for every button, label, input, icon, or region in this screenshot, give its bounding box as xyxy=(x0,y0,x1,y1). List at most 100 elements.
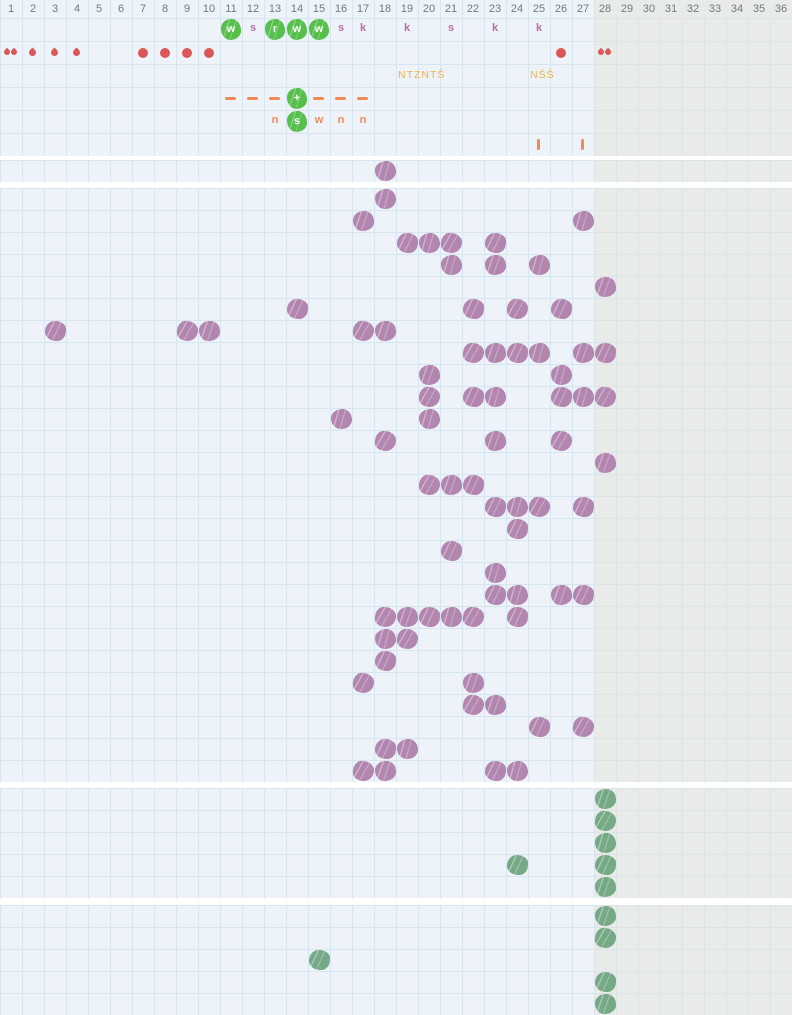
column-header-27: 27 xyxy=(576,3,590,15)
dash-mark xyxy=(335,97,346,100)
badge-w: w xyxy=(286,18,308,41)
purple-marker xyxy=(374,738,397,760)
greyed-columns-overlay xyxy=(594,0,792,18)
purple-marker xyxy=(572,385,595,409)
purple-marker xyxy=(550,298,573,320)
purple-marker xyxy=(440,253,463,277)
purple-marker xyxy=(527,495,552,519)
red-droplet-icon xyxy=(49,47,60,58)
purple-marker xyxy=(462,298,485,320)
greyed-columns-overlay xyxy=(594,160,792,182)
green-marker xyxy=(308,949,331,971)
red-dot-icon xyxy=(160,48,170,58)
main-marker-band xyxy=(0,187,792,783)
letter-mark-s: s xyxy=(249,22,257,34)
purple-marker xyxy=(418,364,441,386)
greyed-columns-overlay xyxy=(594,188,792,782)
purple-marker xyxy=(396,232,419,254)
letter-mark-n: n xyxy=(359,114,367,126)
column-header-7: 7 xyxy=(139,3,147,15)
column-header-29: 29 xyxy=(620,3,634,15)
purple-marker xyxy=(374,760,397,782)
red-droplet-icon xyxy=(27,47,38,58)
green-marker xyxy=(506,854,529,876)
badge-r: r xyxy=(264,18,286,41)
column-header-17: 17 xyxy=(356,3,370,15)
purple-marker xyxy=(440,605,463,629)
purple-marker xyxy=(417,385,442,409)
purple-marker xyxy=(461,693,486,717)
purple-marker xyxy=(462,672,485,694)
purple-marker xyxy=(352,210,375,232)
purple-marker xyxy=(286,298,309,320)
letter-mark-k: k xyxy=(403,22,411,34)
purple-marker xyxy=(374,650,397,672)
single-row-band xyxy=(0,159,792,183)
purple-marker xyxy=(550,584,573,606)
purple-marker xyxy=(351,671,376,695)
letter-mark-s: s xyxy=(447,22,455,34)
badge-w: w xyxy=(308,18,330,41)
purple-marker xyxy=(484,584,507,606)
purple-marker xyxy=(440,474,463,496)
badge-s: s xyxy=(286,110,308,133)
column-header-10: 10 xyxy=(202,3,216,15)
column-header-8: 8 xyxy=(161,3,169,15)
dash-mark xyxy=(225,97,236,100)
column-header-13: 13 xyxy=(268,3,282,15)
lower-band-b xyxy=(0,905,792,1015)
purple-marker xyxy=(528,341,551,365)
purple-marker xyxy=(484,254,507,276)
purple-marker xyxy=(374,187,397,211)
red-dot-icon xyxy=(556,48,566,58)
column-header-12: 12 xyxy=(246,3,260,15)
purple-marker xyxy=(330,407,353,431)
column-header-row: 1 2 3 4 5 6 7 8 9 10 11 12 13 14 15 16 17 18 19 20 21 22 23 24 2… xyxy=(0,0,792,18)
green-marker xyxy=(594,971,617,993)
purple-marker xyxy=(484,561,507,585)
purple-marker xyxy=(395,627,420,651)
letter-mark-k: k xyxy=(535,22,543,34)
column-header-21: 21 xyxy=(444,3,458,15)
column-header-35: 35 xyxy=(752,3,766,15)
column-header-9: 9 xyxy=(183,3,191,15)
greyed-columns-overlay xyxy=(594,788,792,898)
purple-marker xyxy=(572,496,595,518)
purple-marker xyxy=(571,715,596,739)
purple-marker xyxy=(506,583,529,607)
letter-mark-k: k xyxy=(359,22,367,34)
dash-mark xyxy=(313,97,324,100)
column-header-18: 18 xyxy=(378,3,392,15)
column-header-33: 33 xyxy=(708,3,722,15)
badge-w: w xyxy=(220,18,242,41)
purple-marker xyxy=(528,716,551,738)
column-header-26: 26 xyxy=(554,3,568,15)
purple-marker xyxy=(506,759,529,783)
letter-mark-w: w xyxy=(314,114,324,126)
column-header-2: 2 xyxy=(29,3,37,15)
column-header-31: 31 xyxy=(664,3,678,15)
letter-mark-n: n xyxy=(271,114,279,126)
column-header-14: 14 xyxy=(290,3,304,15)
red-droplet-icon xyxy=(71,47,82,58)
purple-marker xyxy=(175,319,200,343)
column-header-3: 3 xyxy=(51,3,59,15)
column-header-20: 20 xyxy=(422,3,436,15)
letter-mark-s: s xyxy=(337,22,345,34)
purple-marker xyxy=(549,429,574,453)
column-header-25: 25 xyxy=(532,3,546,15)
column-header-19: 19 xyxy=(400,3,414,15)
purple-marker xyxy=(418,407,441,431)
red-droplet-icon xyxy=(9,47,19,57)
letter-mark-n: n xyxy=(337,114,345,126)
purple-marker xyxy=(484,760,507,782)
purple-marker xyxy=(462,474,485,496)
column-header-16: 16 xyxy=(334,3,348,15)
purple-marker xyxy=(374,159,397,183)
purple-marker xyxy=(417,473,442,497)
purple-marker xyxy=(528,253,551,277)
column-header-4: 4 xyxy=(73,3,81,15)
greyed-columns-overlay xyxy=(594,18,792,156)
purple-marker xyxy=(505,297,530,321)
dash-mark xyxy=(357,97,368,100)
